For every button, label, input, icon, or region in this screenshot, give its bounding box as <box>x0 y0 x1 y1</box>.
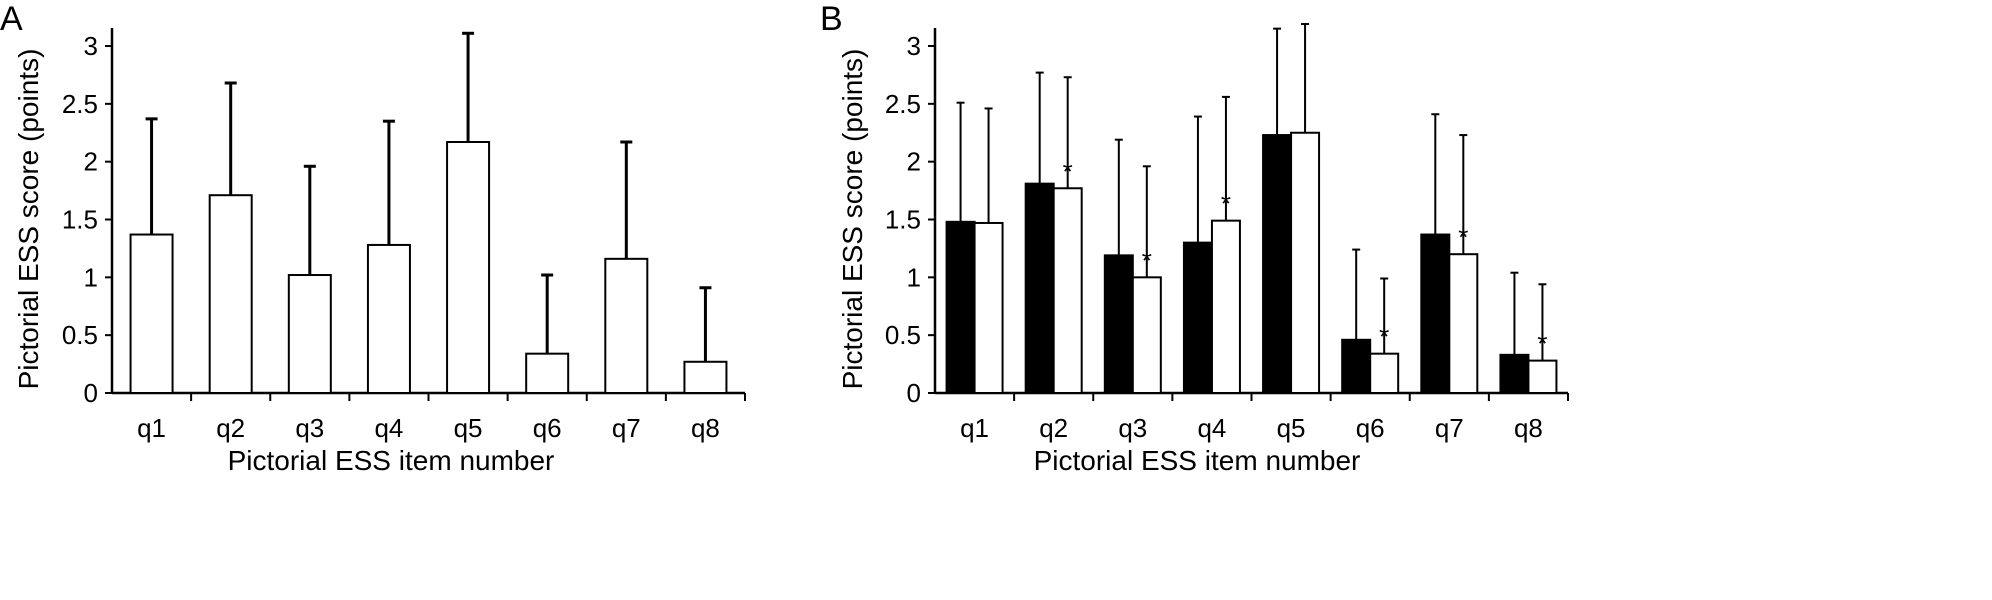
y-axis-title: Pictorial ESS score (points) <box>13 49 44 390</box>
bar <box>287 274 332 394</box>
bar <box>683 360 728 394</box>
x-tick-label: q4 <box>1197 413 1226 443</box>
x-tick-label: q7 <box>612 413 641 443</box>
x-tick-label: q2 <box>1039 413 1068 443</box>
bar <box>1052 187 1083 394</box>
bar <box>1210 219 1241 394</box>
bar <box>1527 359 1558 395</box>
panel-a: A 0 0.5 1 1.5 2 2.5 3 q1 q2 q3 q4 q5 q6 q7 q8 Pictorial … <box>0 0 746 476</box>
bar <box>945 220 976 394</box>
bar <box>1024 182 1055 394</box>
significance-star: * <box>1221 189 1231 219</box>
x-tick-label: q7 <box>1435 413 1464 443</box>
bar <box>1499 353 1530 394</box>
bar <box>1103 254 1134 394</box>
bar <box>1369 352 1400 395</box>
y-tick-label: 0.5 <box>885 320 921 350</box>
x-tick-label: q6 <box>533 413 562 443</box>
bar <box>366 243 411 394</box>
bar <box>604 257 649 394</box>
x-tick-label: q1 <box>960 413 989 443</box>
significance-star: * <box>1142 245 1152 275</box>
x-tick-label: q3 <box>295 413 324 443</box>
bar <box>129 233 174 394</box>
bar <box>208 194 253 394</box>
x-tick-label: q1 <box>137 413 166 443</box>
y-tick-label: 1.5 <box>885 205 921 235</box>
x-tick-label: q5 <box>1277 413 1306 443</box>
bar <box>1182 241 1213 394</box>
panel-b: B 0 0.5 1 1.5 2 2.5 3 q1 q2 q3 q4 q5 q6 q7 q8 * * * * * * Pict… <box>820 0 1569 476</box>
y-axis-title: Pictorial ESS score (points) <box>837 49 868 390</box>
significance-star: * <box>1063 156 1073 186</box>
y-tick-label: 0 <box>84 378 98 408</box>
y-tick-label: 1 <box>84 262 98 292</box>
x-tick-label: q6 <box>1356 413 1385 443</box>
significance-star: * <box>1537 329 1547 359</box>
bar <box>525 352 570 395</box>
bar <box>1341 338 1372 394</box>
x-axis-title: Pictorial ESS item number <box>228 445 555 476</box>
x-tick-label: q8 <box>1514 413 1543 443</box>
y-tick-label: 3 <box>907 31 921 61</box>
panel-label: A <box>0 0 23 38</box>
x-tick-label: q8 <box>691 413 720 443</box>
significance-star: * <box>1379 322 1389 352</box>
x-tick-label: q4 <box>374 413 403 443</box>
y-tick-label: 1.5 <box>62 205 98 235</box>
y-tick-label: 2.5 <box>62 89 98 119</box>
y-tick-label: 0 <box>907 378 921 408</box>
x-tick-label: q3 <box>1118 413 1147 443</box>
bar <box>1420 233 1451 394</box>
bar <box>1290 131 1321 394</box>
y-tick-label: 3 <box>84 31 98 61</box>
y-tick-label: 0.5 <box>62 320 98 350</box>
y-tick-label: 2 <box>84 147 98 177</box>
x-tick-label: q5 <box>454 413 483 443</box>
bar <box>973 221 1004 394</box>
y-tick-label: 2 <box>907 147 921 177</box>
y-tick-label: 2.5 <box>885 89 921 119</box>
x-tick-label: q2 <box>216 413 245 443</box>
y-tick-label: 1 <box>907 262 921 292</box>
bar <box>1448 253 1479 394</box>
significance-star: * <box>1458 222 1468 252</box>
panel-label: B <box>820 0 843 38</box>
x-axis-title: Pictorial ESS item number <box>1034 445 1361 476</box>
bar <box>1131 276 1162 395</box>
bar <box>1262 134 1293 395</box>
bar <box>446 141 491 394</box>
